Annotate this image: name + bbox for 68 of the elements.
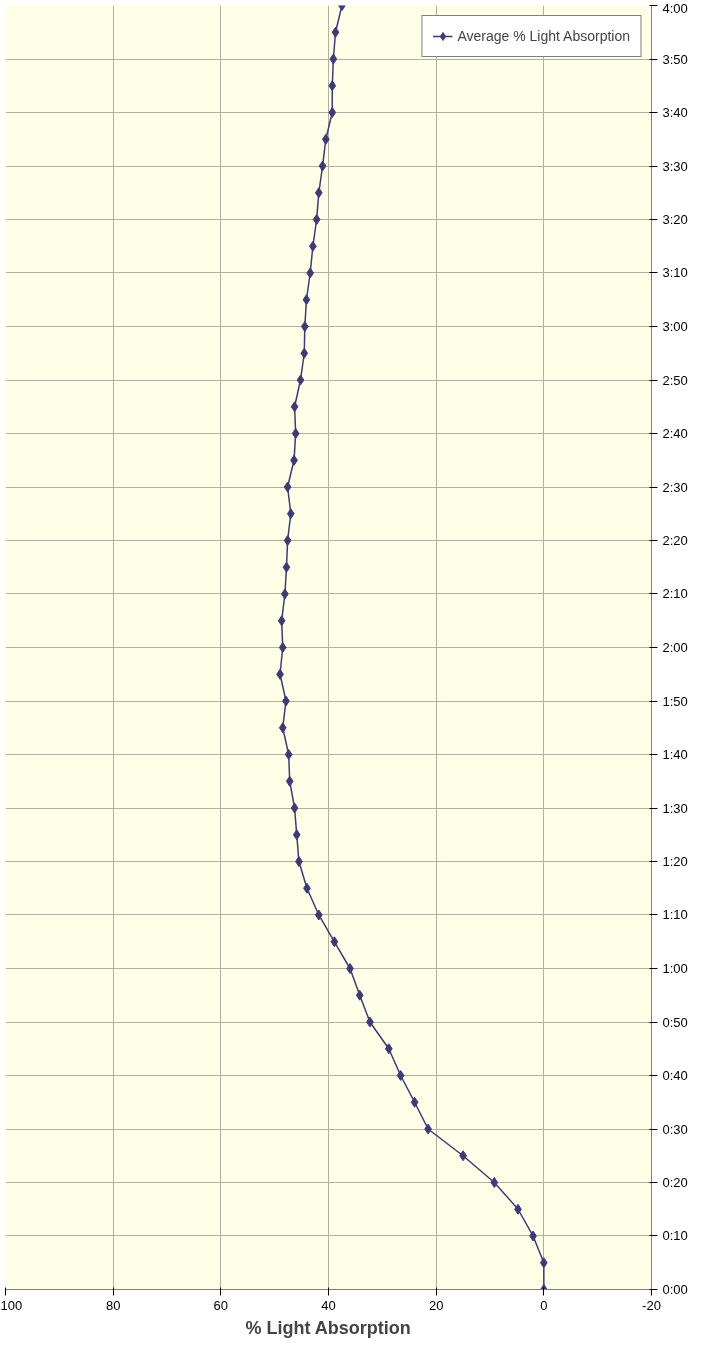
y-tick-label: 3:30 [662,158,688,174]
point [318,160,327,172]
point [283,535,292,547]
y-tick-label: 1:10 [662,907,688,923]
y-tick-label: 0:20 [662,1175,688,1191]
point [328,106,337,118]
y-tick-label: 0:40 [662,1067,688,1083]
point [284,748,293,760]
point [283,481,292,493]
point [355,989,364,1001]
point [410,1096,419,1108]
point [384,1043,393,1055]
point [278,722,287,734]
point [302,294,311,306]
y-tick-label: 1:20 [662,854,688,870]
point [321,133,330,145]
point [296,374,305,386]
y-tick-label: 3:50 [662,51,688,67]
y-tick-label: 0:00 [662,1282,688,1297]
point [300,321,309,332]
y-tick-label: 2:00 [662,640,688,655]
point [330,936,339,948]
point [312,214,321,226]
y-tick-label: 0:10 [662,1228,688,1244]
x-tick-label: 80 [105,1297,121,1313]
y-tick-label: 2:10 [662,586,688,602]
y-tick-label: 1:30 [662,800,688,816]
x-tick-label: 40 [321,1297,336,1313]
point [282,561,291,573]
y-tick-label: 0:50 [662,1014,688,1030]
point [314,187,323,199]
y-tick-label: 3:10 [662,265,688,281]
y-tick-label: 2:20 [662,533,688,549]
y-tick-label: 2:50 [662,372,688,388]
y-tick-label: 2:40 [662,425,688,441]
x-axis-title: % Light Absorption [245,1317,411,1338]
x-tick-label: 20 [428,1297,444,1313]
point [314,909,323,921]
point [396,1069,405,1081]
point [490,1177,499,1189]
point [346,963,354,974]
point [306,267,315,279]
x-tick-label: 0 [540,1297,548,1313]
point [277,615,286,627]
point [278,642,287,653]
y-tick-label: 3:20 [662,212,688,228]
y-tick-label: 3:00 [662,319,688,334]
point [331,26,340,38]
point [329,53,338,65]
point [291,427,300,439]
x-tick-label: 60 [213,1297,229,1313]
point [328,80,337,92]
point [292,829,301,841]
y-tick-label: 3:40 [662,104,688,120]
point [290,401,299,413]
y-tick-label: 4:00 [662,0,688,16]
legend-label: Average % Light Absorption [457,28,630,44]
point [286,508,295,520]
point [300,347,309,359]
y-tick-label: 2:30 [662,479,688,495]
point [285,775,294,787]
y-tick-label: 1:50 [662,693,688,709]
y-tick-label: 1:40 [662,746,688,762]
x-tick-label: -20 [642,1297,661,1313]
y-tick-label: 1:00 [662,961,688,976]
point [290,802,299,814]
x-tick-label: 100 [0,1297,23,1313]
y-tick-label: 0:30 [662,1121,688,1137]
